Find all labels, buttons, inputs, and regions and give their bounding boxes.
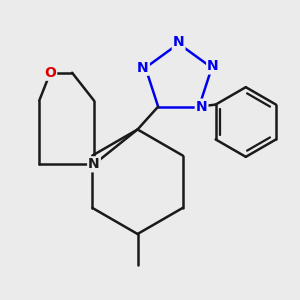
Text: N: N: [196, 100, 207, 114]
Text: N: N: [88, 157, 100, 171]
Text: N: N: [137, 61, 149, 75]
Text: N: N: [173, 35, 184, 50]
Text: N: N: [207, 59, 219, 74]
Text: O: O: [44, 66, 56, 80]
